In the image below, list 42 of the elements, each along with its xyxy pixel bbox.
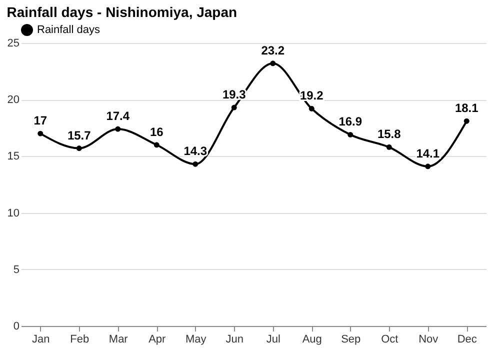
x-tick-label: Oct bbox=[381, 334, 398, 346]
y-tick-label: 25 bbox=[7, 38, 20, 50]
point bbox=[76, 146, 82, 152]
point bbox=[386, 144, 392, 150]
legend-label: Rainfall days bbox=[37, 24, 100, 36]
data-label: 23.2 bbox=[261, 43, 285, 58]
point bbox=[425, 164, 431, 170]
point bbox=[154, 142, 160, 148]
point bbox=[115, 126, 121, 132]
x-tick-label: Apr bbox=[148, 334, 166, 346]
data-label: 17.4 bbox=[106, 109, 130, 124]
x-tick-label: Feb bbox=[70, 334, 90, 346]
data-label: 18.1 bbox=[454, 101, 479, 116]
point bbox=[348, 132, 354, 138]
chart-title: Rainfall days - Nishinomiya, Japan bbox=[6, 4, 238, 20]
x-tick-label: Dec bbox=[457, 334, 478, 346]
point bbox=[38, 130, 44, 136]
x-tick-label: Mar bbox=[108, 334, 128, 346]
y-tick-label: 10 bbox=[7, 207, 20, 220]
data-label: 16 bbox=[150, 124, 164, 139]
point bbox=[308, 106, 314, 112]
data-label: 16.9 bbox=[338, 114, 362, 129]
x-tick-label: Sep bbox=[341, 334, 361, 346]
y-tick-label: 5 bbox=[13, 264, 20, 276]
point bbox=[464, 118, 470, 124]
point bbox=[270, 60, 276, 66]
y-tick-label: 20 bbox=[7, 94, 20, 106]
point bbox=[231, 104, 237, 110]
data-label: 15.7 bbox=[67, 128, 92, 142]
point bbox=[192, 161, 198, 167]
x-tick-label: Jul bbox=[266, 334, 280, 346]
y-tick-label: 15 bbox=[7, 150, 20, 163]
x-tick-label: Aug bbox=[302, 334, 322, 346]
data-label: 14.3 bbox=[184, 144, 208, 158]
data-label: 17 bbox=[34, 114, 48, 128]
x-tick-label: Jun bbox=[226, 334, 244, 346]
x-tick-label: Nov bbox=[418, 334, 439, 346]
x-tick-label: May bbox=[185, 334, 207, 346]
y-tick-label: 0 bbox=[13, 320, 20, 332]
data-label: 15.8 bbox=[377, 127, 402, 142]
x-tick-label: Jan bbox=[32, 334, 50, 346]
data-label: 14.1 bbox=[416, 146, 440, 160]
